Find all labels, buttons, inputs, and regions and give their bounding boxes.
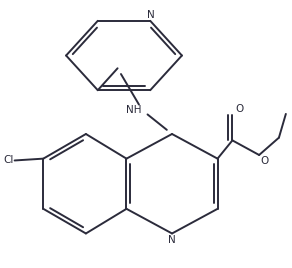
Text: N: N	[168, 235, 176, 245]
Text: N: N	[147, 10, 155, 20]
Text: NH: NH	[126, 105, 141, 115]
Text: Cl: Cl	[3, 155, 13, 165]
Text: O: O	[260, 156, 268, 166]
Text: O: O	[236, 104, 244, 114]
